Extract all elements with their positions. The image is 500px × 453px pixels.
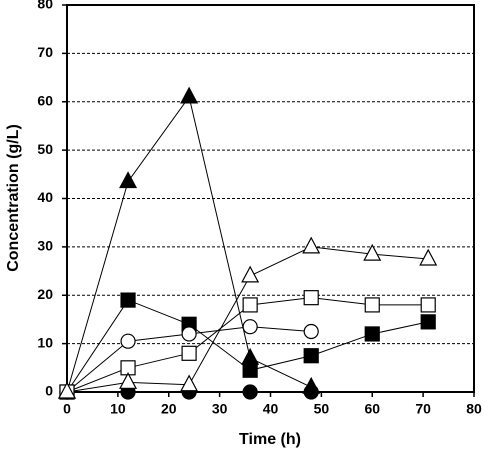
x-tick-label: 40 <box>263 401 279 417</box>
marker <box>302 236 321 254</box>
marker <box>420 314 436 330</box>
y-tick-label: 70 <box>37 44 53 60</box>
marker <box>303 323 319 340</box>
x-tick-label: 60 <box>364 401 380 417</box>
y-tick-label: 50 <box>37 141 53 157</box>
marker <box>180 374 199 392</box>
y-tick-label: 30 <box>37 238 53 254</box>
y-tick-label: 10 <box>37 334 53 350</box>
x-tick-label: 10 <box>110 401 126 417</box>
marker <box>242 319 258 335</box>
marker <box>58 381 76 399</box>
marker <box>364 297 380 313</box>
x-tick-label: 80 <box>466 401 482 417</box>
x-tick-label: 0 <box>63 401 71 417</box>
marker <box>180 86 199 104</box>
marker <box>242 384 258 400</box>
marker <box>181 345 197 361</box>
marker <box>303 290 319 306</box>
y-axis-title: Concentration (g/L) <box>5 124 22 272</box>
marker <box>363 243 382 261</box>
marker <box>303 384 319 400</box>
x-tick-label: 50 <box>314 401 330 417</box>
y-tick-label: 40 <box>37 189 53 205</box>
marker <box>242 297 258 313</box>
marker <box>119 372 138 389</box>
marker <box>241 265 260 283</box>
marker <box>119 171 138 189</box>
marker <box>303 348 319 364</box>
marker <box>419 248 438 266</box>
x-tick-label: 30 <box>212 401 228 417</box>
x-tick-label: 70 <box>415 401 431 417</box>
y-tick-label: 20 <box>37 286 53 302</box>
marker <box>242 362 258 378</box>
marker <box>120 292 136 308</box>
y-tick-label: 60 <box>37 92 53 108</box>
marker <box>120 333 136 349</box>
marker <box>181 326 197 342</box>
x-axis-title: Time (h) <box>239 431 301 448</box>
marker <box>420 297 436 313</box>
y-tick-label: 80 <box>37 0 53 12</box>
y-tick-label: 0 <box>45 383 53 399</box>
marker <box>241 347 260 365</box>
x-tick-label: 20 <box>161 401 177 417</box>
marker <box>364 326 380 342</box>
